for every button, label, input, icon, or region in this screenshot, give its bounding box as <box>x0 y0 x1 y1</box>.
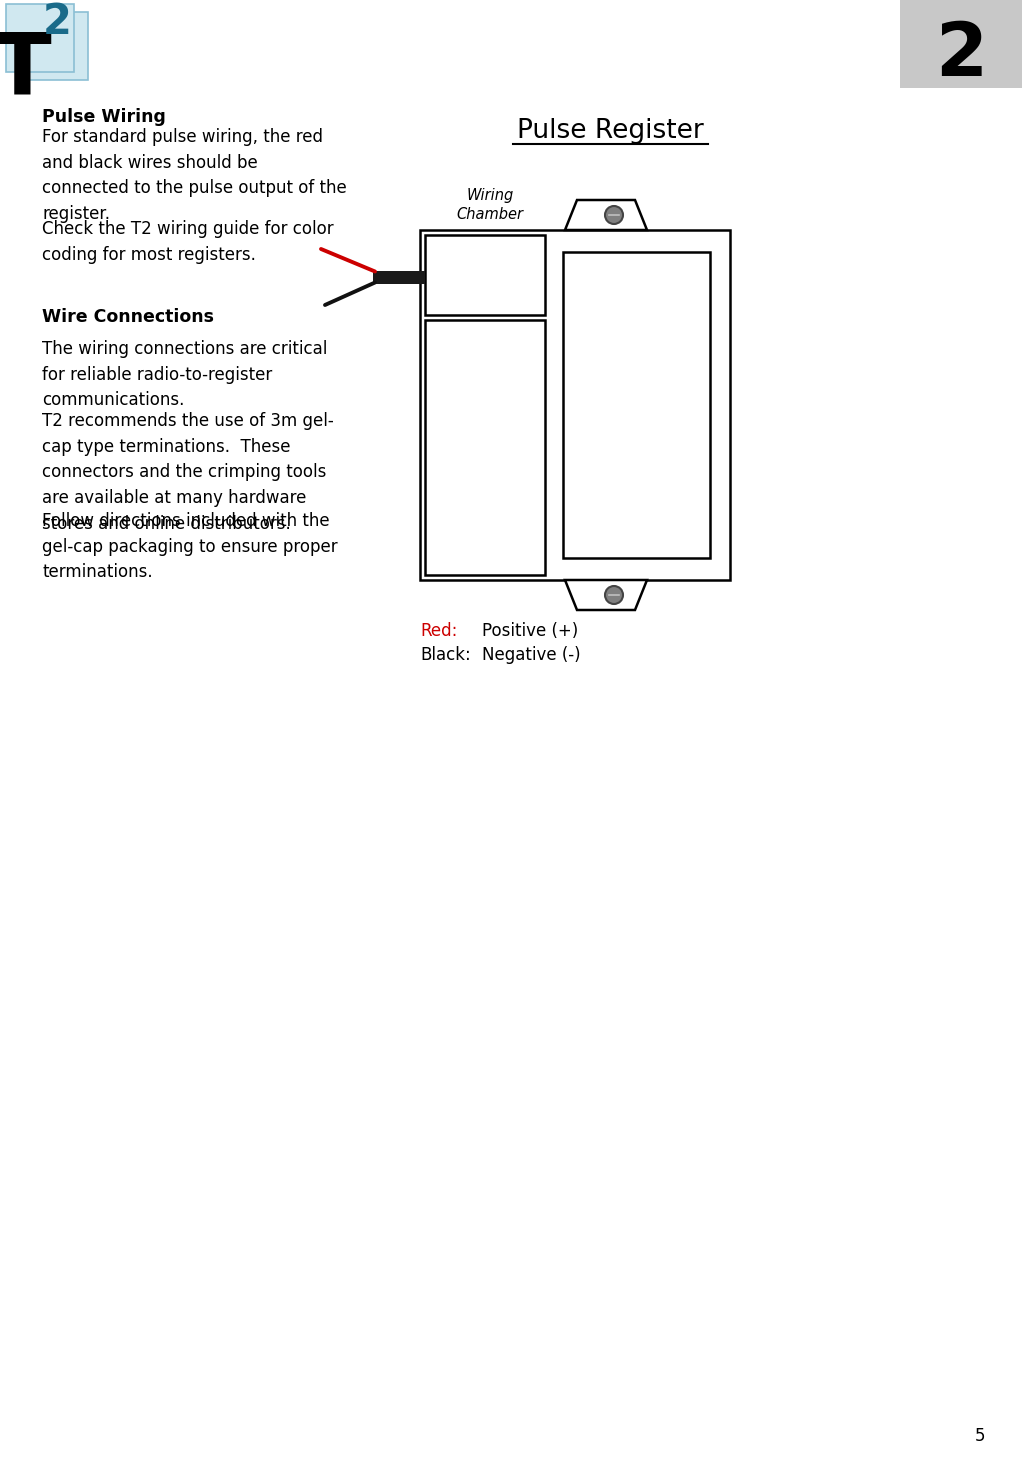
Bar <box>20 12 88 81</box>
Text: T: T <box>0 28 51 111</box>
Text: 2: 2 <box>43 1 72 43</box>
Bar <box>900 0 1022 88</box>
Text: 5: 5 <box>975 1426 985 1445</box>
Bar <box>425 320 545 575</box>
Text: Negative (-): Negative (-) <box>482 647 580 664</box>
Bar <box>425 235 545 315</box>
Text: 2: 2 <box>935 19 987 91</box>
Bar <box>420 230 730 581</box>
Text: For standard pulse wiring, the red
and black wires should be
connected to the pu: For standard pulse wiring, the red and b… <box>42 128 346 223</box>
Text: Wiring
Chamber: Wiring Chamber <box>457 188 523 223</box>
Polygon shape <box>565 199 647 230</box>
Text: Black:: Black: <box>420 647 471 664</box>
Text: Positive (+): Positive (+) <box>482 622 578 641</box>
Text: Red:: Red: <box>420 622 458 641</box>
Bar <box>563 252 710 559</box>
Bar <box>6 4 74 72</box>
Polygon shape <box>565 581 647 610</box>
Text: The wiring connections are critical
for reliable radio-to-register
communication: The wiring connections are critical for … <box>42 340 327 409</box>
Text: Wire Connections: Wire Connections <box>42 308 214 325</box>
Text: Pulse Wiring: Pulse Wiring <box>42 108 166 126</box>
Text: T2 recommends the use of 3m gel-
cap type terminations.  These
connectors and th: T2 recommends the use of 3m gel- cap typ… <box>42 412 334 532</box>
Text: Check the T2 wiring guide for color
coding for most registers.: Check the T2 wiring guide for color codi… <box>42 220 333 264</box>
Bar <box>373 271 425 283</box>
Text: Pulse Register: Pulse Register <box>517 117 703 144</box>
Circle shape <box>605 207 623 224</box>
Text: Follow directions included with the
gel-cap packaging to ensure proper
terminati: Follow directions included with the gel-… <box>42 512 337 582</box>
Circle shape <box>605 586 623 604</box>
